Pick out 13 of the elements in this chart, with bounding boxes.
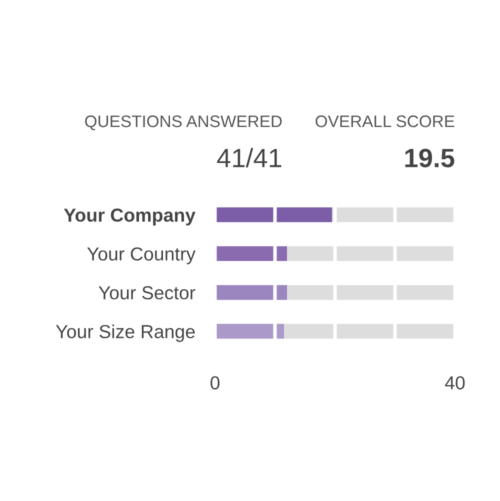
y-tick-label: Your Sector (98, 286, 196, 300)
bar (215, 285, 287, 300)
y-tick-label: Your Country (87, 247, 196, 264)
text: OVERALL SCORE (316, 115, 454, 128)
text: 41/41 (217, 148, 282, 168)
y-tick-label: Your Size Range (56, 324, 195, 342)
x-tick-label: 0 (210, 376, 220, 390)
text: 19.5 (405, 148, 454, 168)
bar (215, 324, 284, 339)
x-tick-label: 40 (445, 376, 465, 390)
y-tick-label: Your Company (64, 208, 196, 226)
text: QUESTIONS ANSWERED (85, 115, 282, 130)
bar (215, 246, 287, 262)
